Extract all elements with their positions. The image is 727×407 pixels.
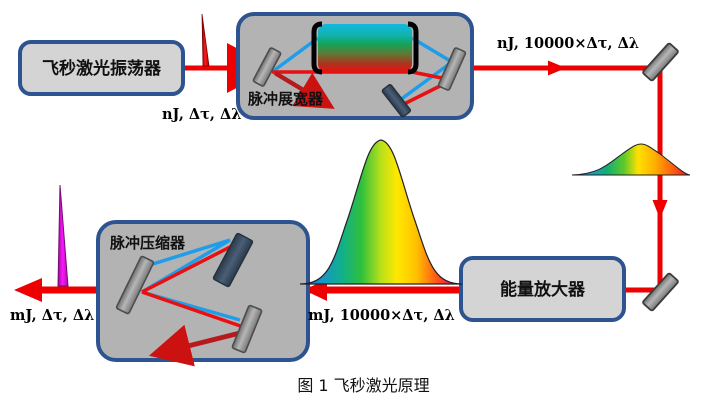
pulse-seed [201, 13, 210, 67]
compressor-mirror-top [212, 232, 254, 288]
compressor-label: 脉冲压缩器 [109, 234, 186, 252]
block-compressor[interactable]: 脉冲压缩器 [96, 220, 310, 367]
label-amplified-beam: mJ, 10000×Δτ, Δλ [308, 307, 455, 324]
beam-arrow-output [14, 278, 42, 302]
oscillator-label: 飞秒激光振荡器 [42, 58, 162, 79]
beam-arrow-down-right [652, 200, 668, 219]
stretcher-grating-left [252, 47, 282, 87]
stretcher-fold-mirror [381, 84, 412, 118]
amplifier-label: 能量放大器 [500, 279, 586, 300]
stretcher-label: 脉冲展宽器 [247, 90, 324, 108]
mirror-bottom-right [642, 272, 679, 312]
pulse-stretched-spectrum [571, 143, 691, 176]
label-stretched-beam: nJ, 10000×Δτ, Δλ [497, 35, 639, 52]
block-oscillator[interactable]: 飞秒激光振荡器 [18, 40, 185, 96]
compressor-grating-low [231, 304, 263, 354]
block-amplifier[interactable]: 能量放大器 [459, 256, 626, 322]
pulse-output [57, 184, 69, 287]
stretcher-blue-rays [270, 36, 454, 102]
stretcher-telescope [311, 21, 419, 75]
label-compressor-output: mJ, Δτ, Δλ [10, 307, 94, 324]
beam-arrow-stretched [548, 60, 566, 76]
mirror-top-right [642, 42, 679, 82]
pulse-amplified-spectrum [299, 139, 463, 285]
compressor-grating-left [115, 255, 155, 315]
figure-caption: 图 1 飞秒激光原理 [297, 376, 430, 395]
stretcher-grating-right [437, 47, 467, 91]
label-oscillator-output: nJ, Δτ, Δλ [162, 106, 241, 123]
block-stretcher[interactable]: 脉冲展宽器 [236, 12, 474, 120]
